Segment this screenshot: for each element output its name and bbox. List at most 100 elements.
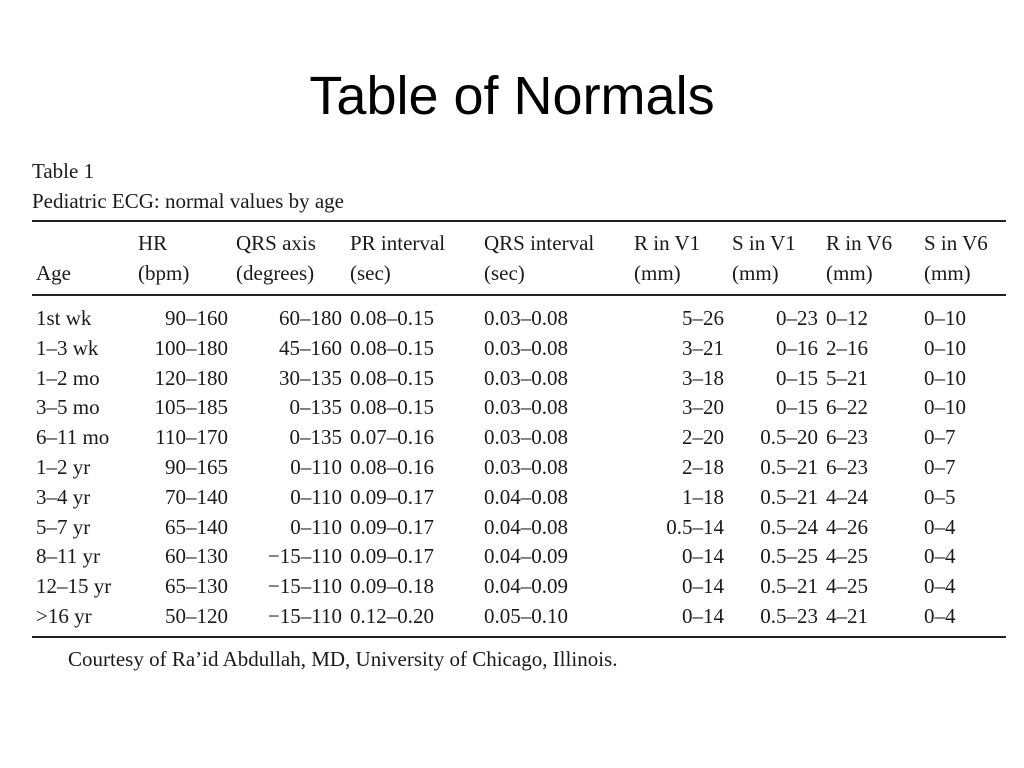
cell-pr-interval: 0.09–0.17 bbox=[350, 484, 434, 509]
table-row: 1–2 mo 120–180 30–135 0.08–0.15 0.03–0.0… bbox=[32, 364, 1006, 394]
header-r-v1-unit: (mm) bbox=[630, 258, 728, 296]
cell-age: 1–2 yr bbox=[36, 454, 91, 479]
cell-pr-interval: 0.09–0.18 bbox=[350, 574, 434, 599]
cell-pr-interval: 0.08–0.15 bbox=[350, 365, 434, 390]
header-s-v6-top: S in V6 bbox=[920, 220, 1006, 258]
cell-r-v6: 4–26 bbox=[826, 514, 868, 539]
cell-r-v6: 4–25 bbox=[826, 544, 868, 569]
cell-hr: 65–140 bbox=[165, 514, 228, 539]
cell-hr: 60–130 bbox=[165, 544, 228, 569]
cell-r-v1: 3–20 bbox=[682, 395, 724, 420]
cell-s-v1: 0.5–25 bbox=[760, 544, 818, 569]
table-row: 3–4 yr 70–140 0–110 0.09–0.17 0.04–0.08 … bbox=[32, 483, 1006, 513]
cell-s-v1: 0.5–23 bbox=[728, 601, 822, 638]
cell-pr-interval: 0.08–0.15 bbox=[350, 335, 434, 360]
header-qrs-axis-unit: (degrees) bbox=[232, 258, 346, 296]
cell-age: 5–7 yr bbox=[36, 514, 91, 539]
cell-hr: 70–140 bbox=[165, 484, 228, 509]
cell-s-v6: 0–4 bbox=[924, 544, 956, 569]
table-row: 12–15 yr 65–130 −15–110 0.09–0.18 0.04–0… bbox=[32, 572, 1006, 602]
cell-age: 1st wk bbox=[36, 306, 92, 330]
cell-age: 1–2 mo bbox=[36, 365, 100, 390]
cell-r-v6: 4–21 bbox=[822, 601, 920, 638]
cell-qrs-interval: 0.03–0.08 bbox=[484, 395, 568, 420]
cell-s-v1: 0.5–24 bbox=[760, 514, 818, 539]
cell-hr: 50–120 bbox=[134, 601, 232, 638]
cell-qrs-axis: 0–135 bbox=[289, 425, 343, 450]
normals-table: HR QRS axis PR interval QRS interval R i… bbox=[32, 220, 1006, 638]
cell-r-v6: 5–21 bbox=[826, 365, 868, 390]
cell-qrs-axis: −15–110 bbox=[267, 574, 342, 599]
cell-r-v6: 6–23 bbox=[826, 425, 868, 450]
header-age-top bbox=[32, 220, 134, 258]
cell-pr-interval: 0.09–0.17 bbox=[350, 544, 434, 569]
table-row: 1–3 wk 100–180 45–160 0.08–0.15 0.03–0.0… bbox=[32, 334, 1006, 364]
cell-qrs-interval: 0.04–0.09 bbox=[484, 574, 568, 599]
cell-s-v6: 0–5 bbox=[924, 484, 956, 509]
cell-s-v6: 0–10 bbox=[924, 335, 966, 360]
cell-qrs-interval: 0.03–0.08 bbox=[484, 365, 568, 390]
header-qrs-axis-top: QRS axis bbox=[232, 220, 346, 258]
cell-r-v6: 6–22 bbox=[826, 395, 868, 420]
cell-r-v1: 2–18 bbox=[682, 454, 724, 479]
cell-hr: 90–160 bbox=[165, 306, 228, 330]
cell-s-v6: 0–7 bbox=[924, 425, 956, 450]
cell-qrs-interval: 0.03–0.08 bbox=[484, 454, 568, 479]
cell-age: >16 yr bbox=[32, 601, 134, 638]
cell-s-v6: 0–10 bbox=[924, 365, 966, 390]
table-row: 8–11 yr 60–130 −15–110 0.09–0.17 0.04–0.… bbox=[32, 542, 1006, 572]
cell-hr: 105–185 bbox=[154, 395, 229, 420]
cell-r-v1: 0.5–14 bbox=[666, 514, 724, 539]
cell-age: 1–3 wk bbox=[36, 335, 99, 360]
cell-age: 12–15 yr bbox=[36, 574, 112, 599]
cell-s-v6: 0–4 bbox=[924, 514, 956, 539]
header-qrs-interval-top: QRS interval bbox=[480, 220, 630, 258]
cell-s-v1: 0.5–21 bbox=[760, 454, 818, 479]
table-row: 5–7 yr 65–140 0–110 0.09–0.17 0.04–0.08 … bbox=[32, 513, 1006, 543]
cell-qrs-interval: 0.05–0.10 bbox=[480, 601, 630, 638]
cell-s-v1: 0–15 bbox=[776, 395, 818, 420]
cell-qrs-axis: 60–180 bbox=[279, 306, 342, 330]
cell-s-v6: 0–4 bbox=[924, 574, 956, 599]
cell-hr: 120–180 bbox=[154, 365, 229, 390]
cell-age: 8–11 yr bbox=[36, 544, 100, 569]
table-row: 1st wk 90–160 60–180 0.08–0.15 0.03–0.08… bbox=[32, 295, 1006, 334]
cell-qrs-axis: −15–110 bbox=[232, 601, 346, 638]
table-row: >16 yr 50–120 −15–110 0.12–0.20 0.05–0.1… bbox=[32, 601, 1006, 638]
cell-r-v1: 3–18 bbox=[682, 365, 724, 390]
header-hr-unit: (bpm) bbox=[134, 258, 232, 296]
cell-age: 6–11 mo bbox=[36, 425, 110, 450]
cell-pr-interval: 0.09–0.17 bbox=[350, 514, 434, 539]
cell-qrs-interval: 0.04–0.08 bbox=[484, 514, 568, 539]
cell-r-v6: 4–24 bbox=[826, 484, 868, 509]
cell-age: 3–5 mo bbox=[36, 395, 100, 420]
cell-r-v6: 6–23 bbox=[826, 454, 868, 479]
cell-r-v1: 3–21 bbox=[682, 335, 724, 360]
cell-pr-interval: 0.08–0.16 bbox=[350, 454, 434, 479]
cell-r-v1: 0–14 bbox=[682, 574, 724, 599]
table-caption-text: Pediatric ECG: normal values by age bbox=[32, 189, 344, 213]
cell-r-v1: 5–26 bbox=[682, 306, 724, 330]
cell-qrs-interval: 0.03–0.08 bbox=[484, 335, 568, 360]
header-r-v6-unit: (mm) bbox=[822, 258, 920, 296]
cell-s-v6: 0–10 bbox=[924, 395, 966, 420]
table-footnote: Courtesy of Ra’id Abdullah, MD, Universi… bbox=[68, 646, 618, 671]
cell-s-v6: 0–10 bbox=[924, 306, 966, 330]
header-s-v1-top: S in V1 bbox=[728, 220, 822, 258]
cell-pr-interval: 0.08–0.15 bbox=[350, 306, 434, 330]
cell-age: 3–4 yr bbox=[36, 484, 91, 509]
header-row-labels: HR QRS axis PR interval QRS interval R i… bbox=[32, 220, 1006, 258]
cell-hr: 110–170 bbox=[155, 425, 228, 450]
cell-s-v1: 0–15 bbox=[776, 365, 818, 390]
cell-r-v6: 4–25 bbox=[826, 574, 868, 599]
table-caption-number: Table 1 bbox=[32, 159, 95, 183]
header-qrs-interval-unit: (sec) bbox=[480, 258, 630, 296]
cell-s-v1: 0–16 bbox=[776, 335, 818, 360]
header-age: Age bbox=[32, 258, 134, 296]
table-block: Table 1 Pediatric ECG: normal values by … bbox=[32, 156, 1006, 674]
table-row: 6–11 mo 110–170 0–135 0.07–0.16 0.03–0.0… bbox=[32, 423, 1006, 453]
header-row-units: Age (bpm) (degrees) (sec) (sec) (mm) (mm… bbox=[32, 258, 1006, 296]
cell-qrs-interval: 0.04–0.09 bbox=[484, 544, 568, 569]
header-r-v6-top: R in V6 bbox=[822, 220, 920, 258]
